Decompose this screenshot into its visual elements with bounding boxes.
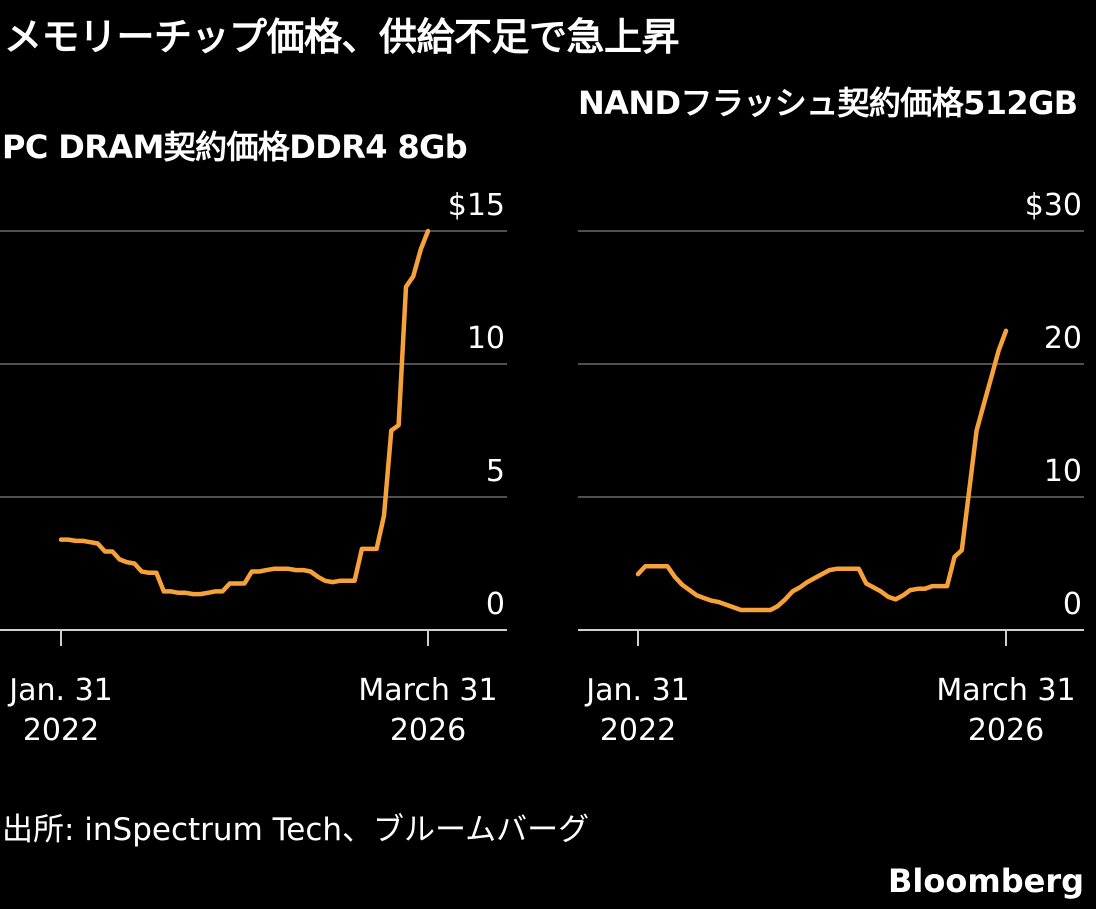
nand-chart-title: NANDフラッシュ契約価格512GB: [578, 84, 1078, 122]
source-note: 出所: inSpectrum Tech、ブルームバーグ: [2, 812, 590, 848]
dram-ytick-label-10: 10: [467, 321, 505, 356]
nand-xtick-label-1-0: March 31: [936, 673, 1075, 708]
dram-price-line: [58, 228, 431, 597]
nand-ytick-label-30: $30: [1025, 188, 1082, 223]
dram-xtick-label-1-1: 2026: [390, 713, 466, 748]
nand-ytick-label-0: 0: [1063, 587, 1082, 622]
nand-ytick-label-20: 20: [1044, 321, 1082, 356]
dram-xtick-label-1-0: March 31: [358, 673, 497, 708]
bloomberg-logo: Bloomberg: [888, 862, 1084, 900]
nand-xtick-label-1-1: 2026: [968, 713, 1044, 748]
dram-ytick-label-5: 5: [486, 454, 505, 489]
nand-xtick-label-0-1: 2022: [600, 713, 676, 748]
dram-chart-title: PC DRAM契約価格DDR4 8Gb: [2, 128, 468, 166]
nand-price-line: [635, 328, 1009, 613]
nand-ytick-label-10: 10: [1044, 454, 1082, 489]
dram-ytick-label-15: $15: [448, 188, 505, 223]
headline: メモリーチップ価格、供給不足で急上昇: [4, 15, 680, 59]
nand-xtick-label-0-0: Jan. 31: [584, 673, 690, 708]
dram-xtick-label-0-0: Jan. 31: [7, 673, 113, 708]
dram-xtick-label-0-1: 2022: [23, 713, 99, 748]
dram-ytick-label-0: 0: [486, 587, 505, 622]
